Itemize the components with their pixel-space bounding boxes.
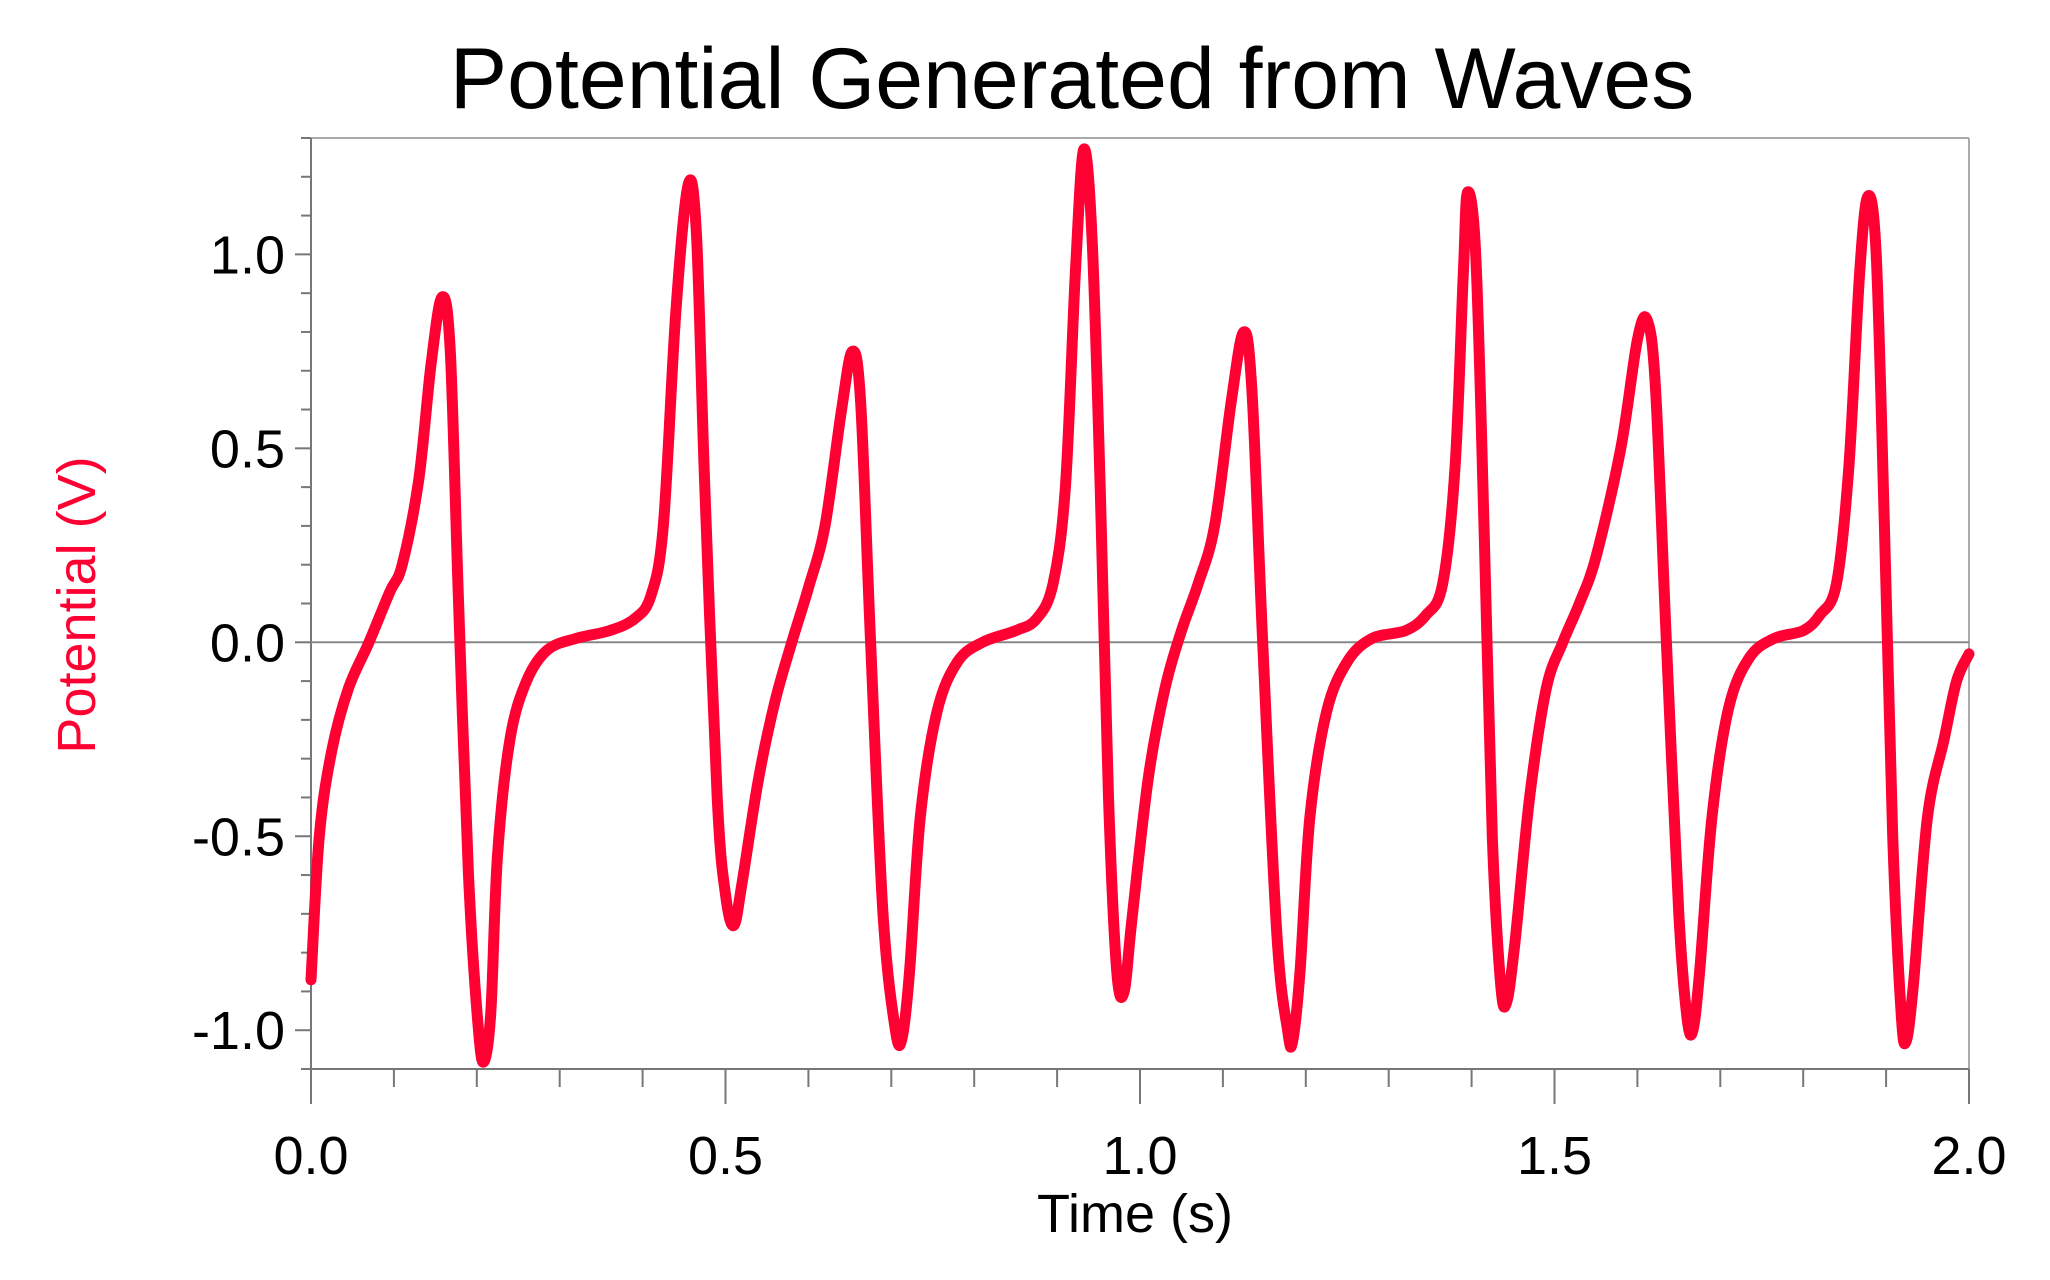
plot-frame: [310, 137, 1970, 1070]
y-axis-title: Potential (V): [47, 456, 107, 753]
x-tick-label: 2.0: [1931, 1126, 2006, 1186]
x-tick-label: 1.0: [1102, 1126, 1177, 1186]
series-layer: [305, 143, 1975, 1068]
y-tick-label: -1.0: [192, 1001, 285, 1061]
chart-title: Potential Generated from Waves: [450, 31, 1694, 127]
y-tick-label: 0.5: [210, 419, 285, 479]
x-tick-label: 0.0: [273, 1126, 348, 1186]
y-tick-label: 1.0: [210, 225, 285, 285]
y-tick-label: 0.0: [210, 613, 285, 673]
series-line-potential: [305, 143, 1975, 1068]
axis-ticks: -1.0 -0.5 0.0 0.5 1.0 0.0 0.5 1.0 1.5 2.0: [192, 137, 2007, 1186]
y-tick-label: -0.5: [192, 807, 285, 867]
x-axis-title: Time (s): [1037, 1184, 1233, 1244]
x-tick-label: 0.5: [688, 1126, 763, 1186]
x-tick-label: 1.5: [1517, 1126, 1592, 1186]
